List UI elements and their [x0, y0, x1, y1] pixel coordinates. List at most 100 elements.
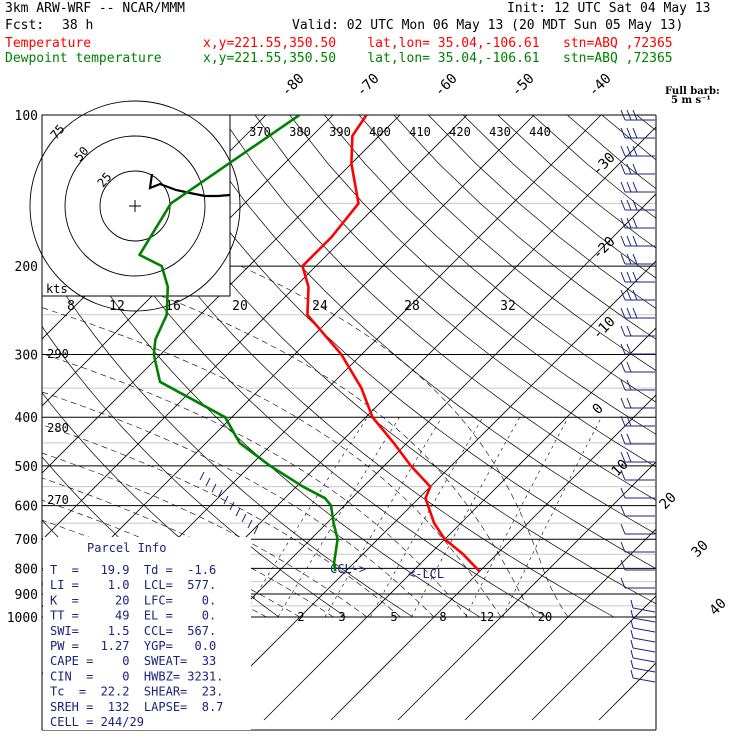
theta-left-label: 290	[47, 347, 69, 361]
wind-barb	[620, 343, 655, 355]
wind-barb	[620, 397, 655, 409]
wind-tick	[235, 507, 241, 517]
theta-label: 410	[409, 125, 431, 139]
wind-barb	[620, 487, 655, 499]
wind-tick	[211, 483, 217, 493]
hodograph-trace	[148, 173, 231, 198]
dry-adiabat	[358, 115, 656, 371]
isotherm-label: 40	[707, 596, 730, 619]
dry-adiabat	[150, 115, 656, 569]
wind-barb	[620, 199, 655, 211]
mixing-ratio-label: 12	[109, 299, 125, 314]
dry-adiabat	[671, 115, 740, 617]
isotherm-label: 30	[689, 538, 712, 561]
mixing-ratio-label: 20	[232, 299, 248, 314]
hodograph-units: kts	[46, 282, 68, 296]
wind-barb	[620, 469, 655, 481]
isotherm-line	[42, 115, 401, 474]
pressure-tick-label: 400	[15, 411, 38, 426]
parcel-info-row: TT = 49 EL = 0.	[50, 609, 216, 623]
wind-barb	[620, 109, 655, 121]
pressure-tick-label: 300	[15, 349, 38, 364]
wind-barb	[620, 325, 655, 337]
dry-adiabat	[706, 115, 740, 617]
parcel-info-row: CAPE = 0 SWEAT= 33	[50, 654, 216, 668]
temperature-legend: Temperature	[5, 36, 92, 51]
dry-adiabat	[636, 115, 656, 131]
init-time: Init: 12 UTC Sat 04 May 13	[507, 1, 711, 16]
wind-barb	[630, 639, 656, 653]
valid-time: Valid: 02 UTC Mon 06 May 13 (20 MDT Sun …	[292, 18, 684, 33]
mixing-ratio-line	[465, 417, 569, 618]
parcel-info-row: PW = 1.27 YGP= 0.0	[50, 639, 216, 653]
mixing-ratio-line	[370, 417, 484, 618]
pressure-tick-label: 700	[15, 533, 38, 548]
temperature-location: x,y=221.55,350.50 lat,lon= 35.04,-106.61…	[203, 36, 673, 51]
mixing-ratio-label: 8	[439, 610, 446, 624]
theta-left-label: 270	[47, 493, 69, 507]
mixing-ratio-label: 8	[67, 299, 75, 314]
moist-adiabat	[42, 424, 401, 618]
wind-tick	[223, 495, 229, 505]
pressure-tick-label: 900	[15, 588, 38, 603]
dry-adiabat	[254, 115, 656, 468]
pressure-tick-label: 200	[15, 260, 38, 275]
isotherm-label: -60	[432, 71, 461, 100]
dewpoint-location: x,y=221.55,350.50 lat,lon= 35.04,-106.61…	[203, 51, 673, 66]
wind-barb	[620, 541, 655, 553]
isotherm-label: -20	[590, 234, 619, 263]
parcel-info-row: CIN = 0 HWBZ= 3231.	[50, 669, 223, 683]
temperature-profile	[301, 115, 481, 572]
theta-left-label: 280	[47, 421, 69, 435]
isotherm-line	[330, 394, 656, 721]
mixing-ratio-label: 12	[480, 610, 494, 624]
mixing-ratio-line	[411, 417, 521, 618]
dry-adiabat	[324, 115, 656, 403]
wind-barb	[620, 433, 655, 445]
isotherm-line	[397, 461, 656, 721]
wind-barb	[620, 181, 655, 193]
moist-adiabat	[42, 452, 368, 618]
wind-barb	[630, 669, 656, 683]
isotherm-line	[42, 115, 535, 608]
wind-barb	[620, 271, 655, 283]
wind-barb	[620, 505, 655, 517]
theta-label: 420	[449, 125, 471, 139]
wind-barb	[620, 559, 655, 571]
mixing-ratio-line	[242, 417, 368, 618]
dry-adiabat	[42, 182, 481, 618]
dewpoint-profile	[138, 115, 339, 572]
isotherm-label: -50	[509, 71, 538, 100]
mixing-ratio-label: 24	[312, 299, 328, 314]
dry-adiabat	[185, 115, 656, 535]
hodograph-box	[41, 114, 231, 297]
dry-adiabat	[289, 115, 656, 435]
wind-tick	[247, 519, 253, 529]
wind-barb	[620, 163, 655, 175]
isotherm-label: 20	[657, 490, 680, 513]
mixing-ratio-label: 2	[297, 610, 304, 624]
wind-barb	[620, 217, 655, 229]
dry-adiabat	[220, 115, 656, 501]
wind-barb	[620, 289, 655, 301]
mixing-ratio-line	[502, 417, 602, 618]
moist-adiabat	[42, 477, 334, 618]
dry-adiabat	[42, 256, 414, 618]
theta-label: 430	[489, 125, 511, 139]
wind-barb	[630, 629, 656, 643]
model-name: 3km ARW-WRF -- NCAR/MMM	[5, 1, 186, 16]
isotherm-line	[263, 327, 656, 721]
theta-label: 390	[329, 125, 351, 139]
moist-adiabat	[240, 265, 569, 618]
parcel-info-title: Parcel Info	[87, 541, 166, 555]
mixing-ratio-label: 20	[538, 610, 552, 624]
isotherm-label: -80	[279, 71, 308, 100]
wind-tick	[253, 525, 259, 535]
wind-barb	[620, 307, 655, 319]
parcel-info-row: K = 20 LFC= 0.	[50, 593, 216, 607]
moist-adiabat	[42, 353, 468, 618]
forecast-label: Fcst:	[5, 18, 45, 33]
hodograph-origin	[129, 200, 141, 212]
wind-tick	[199, 471, 205, 481]
isotherm-label: -40	[586, 71, 615, 100]
